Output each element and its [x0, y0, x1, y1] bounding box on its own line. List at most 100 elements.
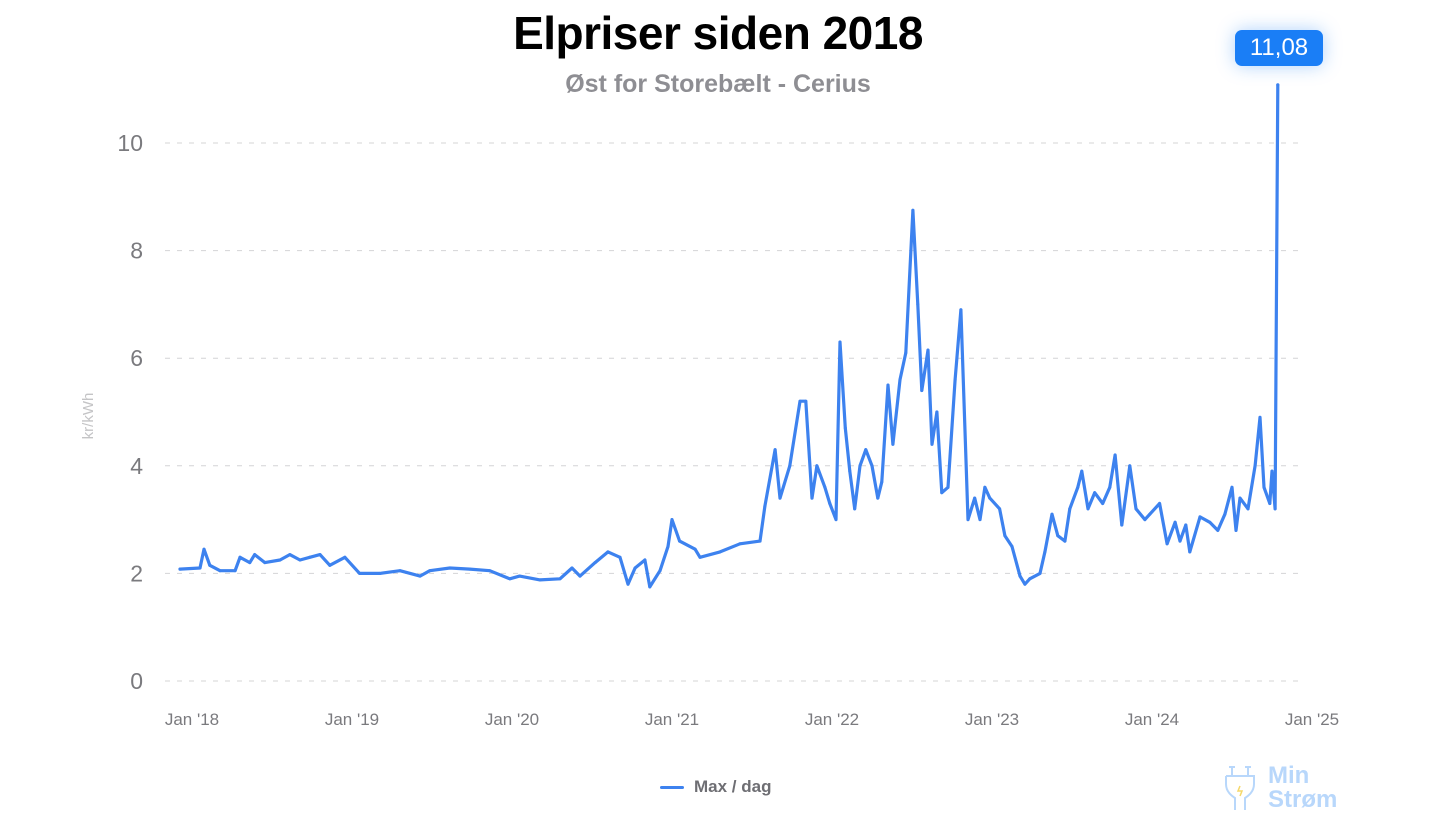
grid	[165, 142, 1305, 682]
data-point	[578, 574, 582, 578]
data-point	[1068, 507, 1072, 511]
min-strom-logo: Min Strøm	[1222, 764, 1337, 812]
data-point	[670, 518, 674, 522]
data-point	[343, 555, 347, 559]
data-point	[848, 469, 852, 473]
data-point	[233, 569, 237, 573]
legend-label: Max / dag	[694, 777, 772, 796]
legend[interactable]: Max / dag	[660, 777, 771, 797]
data-point	[853, 507, 857, 511]
logo-text-min: Min	[1268, 762, 1310, 789]
data-point	[1134, 507, 1138, 511]
series-max-dag	[178, 83, 1280, 589]
data-point	[1246, 507, 1250, 511]
data-point	[278, 558, 282, 562]
data-point	[318, 553, 322, 557]
data-point	[1165, 542, 1169, 546]
data-point	[626, 582, 630, 586]
data-point	[1018, 574, 1022, 578]
data-point	[238, 555, 242, 559]
data-point	[418, 574, 422, 578]
data-point	[810, 496, 814, 500]
data-point	[1113, 453, 1117, 457]
data-point	[508, 577, 512, 581]
data-point	[288, 553, 292, 557]
data-point	[1050, 512, 1054, 516]
data-point	[208, 563, 212, 567]
legend-swatch	[660, 785, 684, 789]
data-point	[308, 555, 312, 559]
data-point	[448, 566, 452, 570]
data-point	[1128, 464, 1132, 468]
data-point	[920, 388, 924, 392]
series-line	[178, 83, 1280, 589]
logo-text-strom: Strøm	[1268, 786, 1338, 813]
data-point	[935, 410, 939, 414]
y-tick-label: 2	[130, 560, 143, 586]
data-point	[763, 504, 767, 508]
data-point	[778, 496, 782, 500]
data-point	[1178, 539, 1182, 543]
data-point	[468, 567, 472, 571]
data-point	[773, 448, 777, 452]
data-point	[1268, 501, 1272, 505]
data-point	[1063, 539, 1067, 543]
data-point	[398, 569, 402, 573]
data-point	[202, 547, 206, 551]
data-point	[804, 399, 808, 403]
data-point	[1101, 501, 1105, 505]
data-point	[983, 485, 987, 489]
data-point	[1223, 512, 1227, 516]
data-point	[870, 464, 874, 468]
data-point	[658, 569, 662, 573]
data-point	[1188, 550, 1192, 554]
data-point	[558, 577, 562, 581]
data-point	[678, 539, 682, 543]
data-point	[940, 491, 944, 495]
data-point	[828, 501, 832, 505]
data-point	[1270, 469, 1274, 473]
x-tick-label: Jan '24	[1125, 710, 1179, 729]
data-point	[1184, 523, 1188, 527]
data-point	[891, 442, 895, 446]
data-point	[488, 569, 492, 573]
data-point	[648, 585, 652, 589]
data-point	[876, 496, 880, 500]
data-point	[966, 518, 970, 522]
data-point	[1108, 485, 1112, 489]
data-point	[1093, 491, 1097, 495]
x-tick-label: Jan '25	[1285, 710, 1339, 729]
data-point	[834, 518, 838, 522]
data-point	[666, 545, 670, 548]
x-tick-label: Jan '20	[485, 710, 539, 729]
data-point	[1028, 577, 1032, 581]
x-tick-label: Jan '18	[165, 710, 219, 729]
y-tick-label: 10	[117, 130, 143, 156]
data-point	[823, 485, 827, 489]
data-point	[930, 442, 934, 446]
data-point	[1010, 545, 1014, 548]
data-point	[1273, 507, 1277, 511]
data-point	[253, 553, 257, 557]
data-point	[1262, 485, 1266, 489]
data-point	[1238, 496, 1242, 500]
data-point	[998, 507, 1002, 511]
data-point	[1120, 523, 1124, 527]
data-point	[880, 480, 884, 484]
data-point	[718, 550, 722, 554]
chart-title: Elpriser siden 2018	[513, 7, 923, 59]
data-point	[1143, 518, 1147, 522]
data-point	[518, 574, 522, 578]
data-point	[1038, 571, 1042, 575]
data-point	[693, 547, 697, 551]
data-point	[1086, 507, 1090, 511]
data-point	[328, 563, 332, 567]
data-point	[864, 448, 868, 452]
data-point	[1234, 528, 1238, 532]
data-point	[926, 348, 930, 352]
data-point	[904, 351, 908, 355]
data-point	[298, 558, 302, 562]
data-point	[1276, 83, 1280, 87]
chart-subtitle: Øst for Storebælt - Cerius	[565, 70, 871, 98]
